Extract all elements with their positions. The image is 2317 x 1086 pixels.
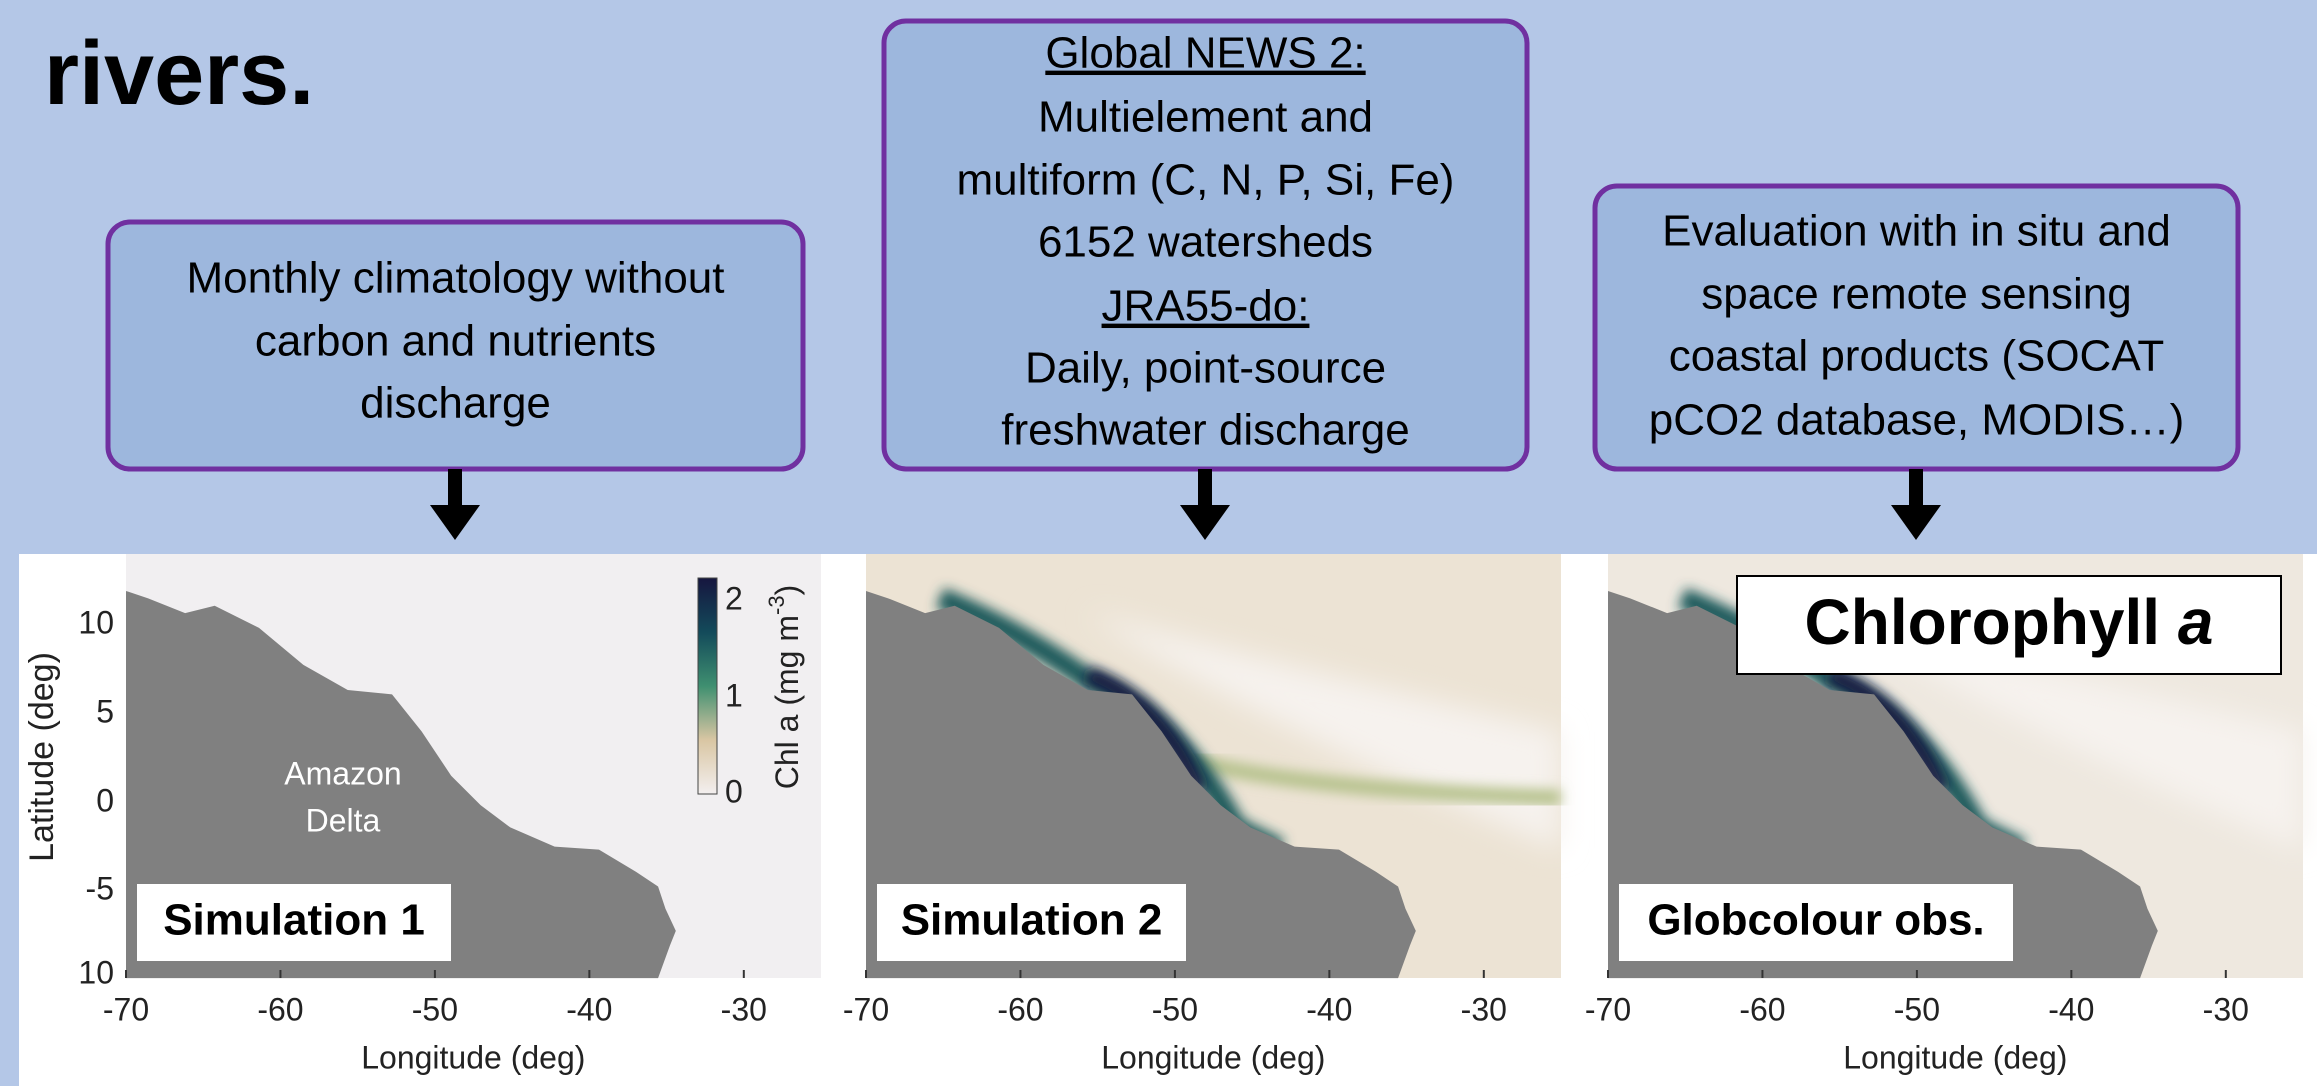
arrow-head [1891,505,1941,540]
x-tick-label: -30 [1461,991,1507,1027]
colorbar-tick-label: 0 [725,773,743,809]
box-text: discharge [360,379,551,428]
colorbar-label-sup: -3 [764,595,789,615]
panel-label: Simulation 1 [163,896,425,945]
map-annotation: Amazon [284,755,401,791]
y-tick-label: -5 [86,870,114,906]
box-text: Daily, point-source [1025,344,1386,393]
x-tick-label: -70 [843,991,889,1027]
y-tick-label: 5 [96,693,114,729]
x-tick-label: -30 [721,991,767,1027]
colorbar [698,578,717,794]
colorbar-label-text: Chl a (mg m [769,615,805,789]
x-axis-label: Longitude (deg) [1101,1039,1325,1075]
box-text: freshwater discharge [1001,406,1409,455]
x-tick-label: -50 [1894,991,1940,1027]
box-text: pCO2 database, MODIS…) [1649,396,2185,445]
legend-title-italic: a [2178,586,2214,658]
x-tick-label: -40 [1306,991,1352,1027]
x-tick-label: -60 [257,991,303,1027]
box-text: coastal products (SOCAT [1669,332,2165,381]
box-text: JRA55-do: [1102,282,1310,331]
colorbar-label-end: ) [769,585,805,596]
x-tick-label: -60 [997,991,1043,1027]
y-axis-label: Latitude (deg) [23,652,61,862]
x-tick-label: -50 [412,991,458,1027]
arrow-head [430,505,480,540]
x-tick-label: -40 [566,991,612,1027]
x-tick-label: -70 [1585,991,1631,1027]
arrow-shaft [448,469,462,507]
legend-title-text: Chlorophyll [1805,586,2178,658]
panel-label: Globcolour obs. [1647,896,1984,945]
y-tick-label: 10 [78,954,114,990]
box-text: Evaluation with in situ and [1662,207,2171,256]
box-text: space remote sensing [1701,270,2131,319]
x-tick-label: -60 [1739,991,1785,1027]
legend-title: Chlorophyll a [1805,586,2214,658]
arrow-shaft [1198,469,1212,507]
box-text: carbon and nutrients [255,317,656,366]
slide-title: rivers. [44,24,314,124]
arrow-head [1180,505,1230,540]
panel-label: Simulation 2 [901,896,1163,945]
y-tick-label: 10 [78,604,114,640]
box-text: Global NEWS 2: [1045,29,1365,78]
x-tick-label: -40 [2048,991,2094,1027]
map-annotation: Delta [306,802,381,838]
box-text: Monthly climatology without [186,254,724,303]
x-tick-label: -70 [103,991,149,1027]
colorbar-tick-label: 2 [725,580,743,616]
colorbar-label: Chl a (mg m-3) [764,585,806,789]
arrow-shaft [1909,469,1923,507]
x-tick-label: -50 [1152,991,1198,1027]
box-text: Multielement and [1038,93,1373,142]
colorbar-tick-label: 1 [725,677,743,713]
slide: rivers. Monthly climatology without carbon… [0,0,2317,1086]
x-tick-label: -30 [2203,991,2249,1027]
x-axis-label: Longitude (deg) [1843,1039,2067,1075]
x-axis-label: Longitude (deg) [361,1039,585,1075]
box-text: 6152 watersheds [1038,218,1373,267]
y-tick-label: 0 [96,782,114,818]
box-text: multiform (C, N, P, Si, Fe) [957,156,1455,205]
